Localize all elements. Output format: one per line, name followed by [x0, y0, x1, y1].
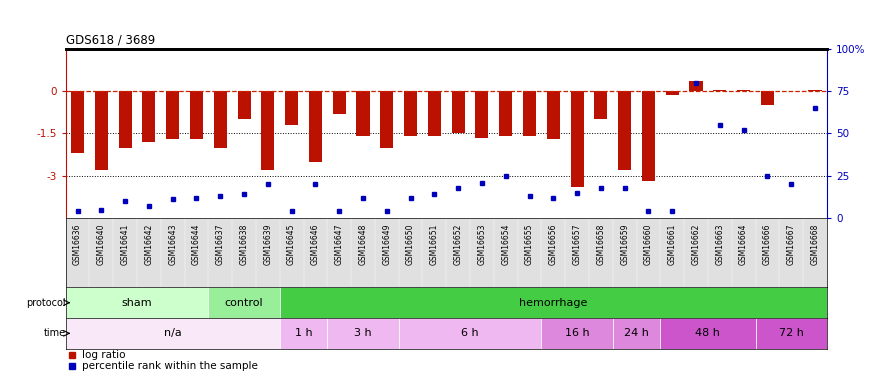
Bar — [737, 90, 750, 91]
Bar — [642, 91, 655, 182]
Bar — [166, 91, 179, 139]
Text: GSM16659: GSM16659 — [620, 224, 629, 265]
Bar — [661, 318, 755, 349]
Bar — [208, 287, 280, 318]
Text: n/a: n/a — [164, 328, 181, 338]
Bar — [755, 318, 827, 349]
Bar — [332, 91, 346, 114]
Bar — [666, 91, 679, 95]
Text: GSM16642: GSM16642 — [144, 224, 153, 265]
Text: GSM16638: GSM16638 — [240, 224, 248, 265]
Bar — [499, 91, 512, 136]
Text: GSM16654: GSM16654 — [501, 224, 510, 265]
Bar — [66, 287, 208, 318]
Bar — [542, 318, 612, 349]
Text: percentile rank within the sample: percentile rank within the sample — [82, 361, 258, 370]
Text: GSM16640: GSM16640 — [97, 224, 106, 265]
Text: GSM16637: GSM16637 — [216, 224, 225, 265]
Text: GSM16666: GSM16666 — [763, 224, 772, 265]
Text: GSM16646: GSM16646 — [311, 224, 320, 265]
Bar — [356, 91, 369, 136]
Text: GSM16645: GSM16645 — [287, 224, 296, 265]
Text: 48 h: 48 h — [696, 328, 720, 338]
Bar — [237, 91, 250, 119]
Text: GSM16656: GSM16656 — [549, 224, 557, 265]
Text: GSM16657: GSM16657 — [572, 224, 582, 265]
Text: protocol: protocol — [26, 298, 66, 308]
Text: GSM16661: GSM16661 — [668, 224, 676, 265]
Bar — [280, 287, 827, 318]
Text: time: time — [44, 328, 66, 338]
Bar — [761, 91, 774, 105]
Bar — [381, 91, 394, 147]
Text: GSM16655: GSM16655 — [525, 224, 534, 265]
Text: GSM16636: GSM16636 — [73, 224, 82, 265]
Text: GDS618 / 3689: GDS618 / 3689 — [66, 34, 155, 47]
Text: GSM16658: GSM16658 — [597, 224, 605, 265]
Text: GSM16643: GSM16643 — [168, 224, 177, 265]
Bar — [262, 91, 275, 170]
Text: GSM16639: GSM16639 — [263, 224, 272, 265]
Text: GSM16664: GSM16664 — [739, 224, 748, 265]
Bar — [94, 91, 108, 170]
Text: 3 h: 3 h — [354, 328, 372, 338]
Text: GSM16648: GSM16648 — [359, 224, 368, 265]
Bar — [404, 91, 417, 136]
Bar — [66, 318, 280, 349]
Text: 6 h: 6 h — [461, 328, 479, 338]
Text: hemorrhage: hemorrhage — [519, 298, 587, 308]
Bar — [475, 91, 488, 138]
Text: sham: sham — [122, 298, 152, 308]
Bar — [612, 318, 661, 349]
Text: GSM16653: GSM16653 — [478, 224, 487, 265]
Bar — [713, 90, 726, 91]
Text: GSM16644: GSM16644 — [192, 224, 201, 265]
Bar — [285, 91, 298, 125]
Bar — [452, 91, 465, 134]
Text: GSM16652: GSM16652 — [453, 224, 463, 265]
Text: GSM16649: GSM16649 — [382, 224, 391, 265]
Text: GSM16668: GSM16668 — [810, 224, 820, 265]
Bar — [547, 91, 560, 139]
Text: 1 h: 1 h — [295, 328, 312, 338]
Bar — [309, 91, 322, 162]
Text: control: control — [225, 298, 263, 308]
Bar — [327, 318, 399, 349]
Bar — [594, 91, 607, 119]
Bar — [280, 318, 327, 349]
Text: 16 h: 16 h — [564, 328, 590, 338]
Text: log ratio: log ratio — [82, 350, 126, 360]
Text: GSM16647: GSM16647 — [335, 224, 344, 265]
Text: 24 h: 24 h — [624, 328, 649, 338]
Bar — [399, 318, 542, 349]
Text: 72 h: 72 h — [779, 328, 803, 338]
Text: GSM16663: GSM16663 — [716, 224, 724, 265]
Text: GSM16651: GSM16651 — [430, 224, 439, 265]
Text: GSM16650: GSM16650 — [406, 224, 415, 265]
Text: GSM16660: GSM16660 — [644, 224, 653, 265]
Bar — [690, 81, 703, 91]
Bar — [618, 91, 631, 170]
Bar — [190, 91, 203, 139]
Text: GSM16667: GSM16667 — [787, 224, 795, 265]
Bar — [143, 91, 156, 142]
Bar — [428, 91, 441, 136]
Bar — [570, 91, 584, 187]
Text: GSM16641: GSM16641 — [121, 224, 130, 265]
Text: GSM16662: GSM16662 — [691, 224, 701, 265]
Bar — [808, 90, 822, 91]
Bar — [214, 91, 227, 147]
Bar — [523, 91, 536, 136]
Bar — [118, 91, 131, 147]
Bar — [71, 91, 84, 153]
